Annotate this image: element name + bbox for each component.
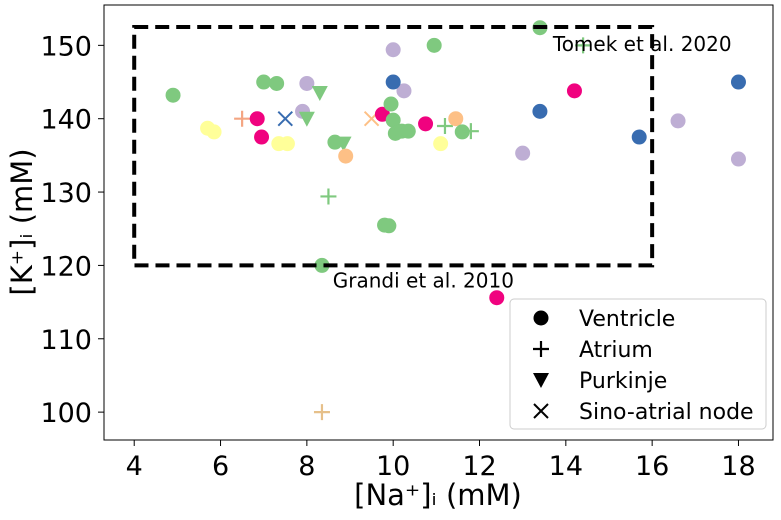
x-axis-title: [Na⁺]ᵢ (mM) [354, 478, 522, 512]
data-point [383, 96, 399, 112]
data-point [298, 111, 315, 127]
legend-label: Atrium [579, 338, 653, 363]
x-tick-label: 10 [376, 451, 410, 482]
annotation-tomek: Tomek et al. 2020 [552, 32, 732, 56]
x-tick-label: 18 [721, 451, 755, 482]
data-point [631, 129, 647, 145]
data-point [670, 113, 686, 129]
data-point [381, 218, 397, 234]
x-tick-label: 16 [635, 451, 669, 482]
legend-label: Ventricle [579, 307, 675, 332]
data-point [313, 404, 330, 421]
data-point [566, 83, 582, 99]
data-point [730, 74, 746, 90]
data-point [433, 136, 449, 152]
data-point [338, 148, 354, 164]
data-point [385, 112, 401, 128]
y-tick-label: 110 [40, 325, 92, 356]
legend-frame [509, 298, 767, 430]
legend: Ventricle Atrium Purkinje Sino-atrial node [509, 298, 767, 430]
axis-ticks: 4 6 8 10 12 14 16 18 100 110 120 130 140 150 [40, 31, 755, 482]
data-point [269, 75, 285, 91]
legend-label: Sino-atrial node [579, 400, 754, 425]
data-point [254, 129, 270, 145]
data-point [489, 290, 505, 306]
y-tick-label: 140 [40, 105, 92, 136]
data-point [385, 42, 401, 58]
y-tick-label: 130 [40, 178, 92, 209]
reference-box [132, 25, 655, 268]
annotation-grandi: Grandi et al. 2010 [333, 268, 514, 292]
data-point [206, 124, 222, 140]
y-tick-label: 100 [40, 398, 92, 429]
data-point [165, 87, 181, 103]
x-tick-label: 14 [549, 451, 583, 482]
data-points [165, 20, 746, 421]
data-point [462, 123, 479, 140]
legend-marker-triangle-down [533, 373, 549, 388]
x-tick-label: 4 [126, 451, 143, 482]
data-point [320, 188, 337, 205]
data-point [314, 257, 330, 273]
data-point [436, 118, 453, 135]
legend-marker-x [533, 403, 549, 419]
data-point [385, 74, 401, 90]
data-point [256, 74, 272, 90]
legend-marker-circle [533, 310, 549, 326]
data-point [277, 110, 293, 127]
y-tick-label: 150 [40, 31, 92, 62]
data-point [311, 86, 328, 102]
data-point [418, 116, 434, 132]
x-tick-label: 8 [298, 451, 315, 482]
data-point [396, 83, 412, 99]
x-tick-label: 6 [212, 451, 229, 482]
data-point [448, 111, 464, 127]
data-point [532, 103, 548, 119]
x-tick-label: 12 [462, 451, 496, 482]
data-point [279, 136, 295, 152]
data-point [249, 111, 265, 127]
legend-marker-plus [533, 341, 549, 357]
data-point [575, 37, 592, 54]
y-tick-label: 120 [40, 251, 92, 282]
data-point [730, 151, 746, 167]
data-point [400, 123, 416, 139]
data-point [454, 124, 470, 140]
data-point [426, 37, 442, 53]
data-point [234, 110, 251, 127]
legend-label: Purkinje [579, 369, 667, 394]
plot-frame [103, 4, 774, 441]
data-point [515, 145, 531, 161]
data-point [299, 75, 315, 91]
data-point [335, 136, 352, 152]
y-axis-title: [K⁺]ᵢ (mM) [5, 148, 39, 295]
